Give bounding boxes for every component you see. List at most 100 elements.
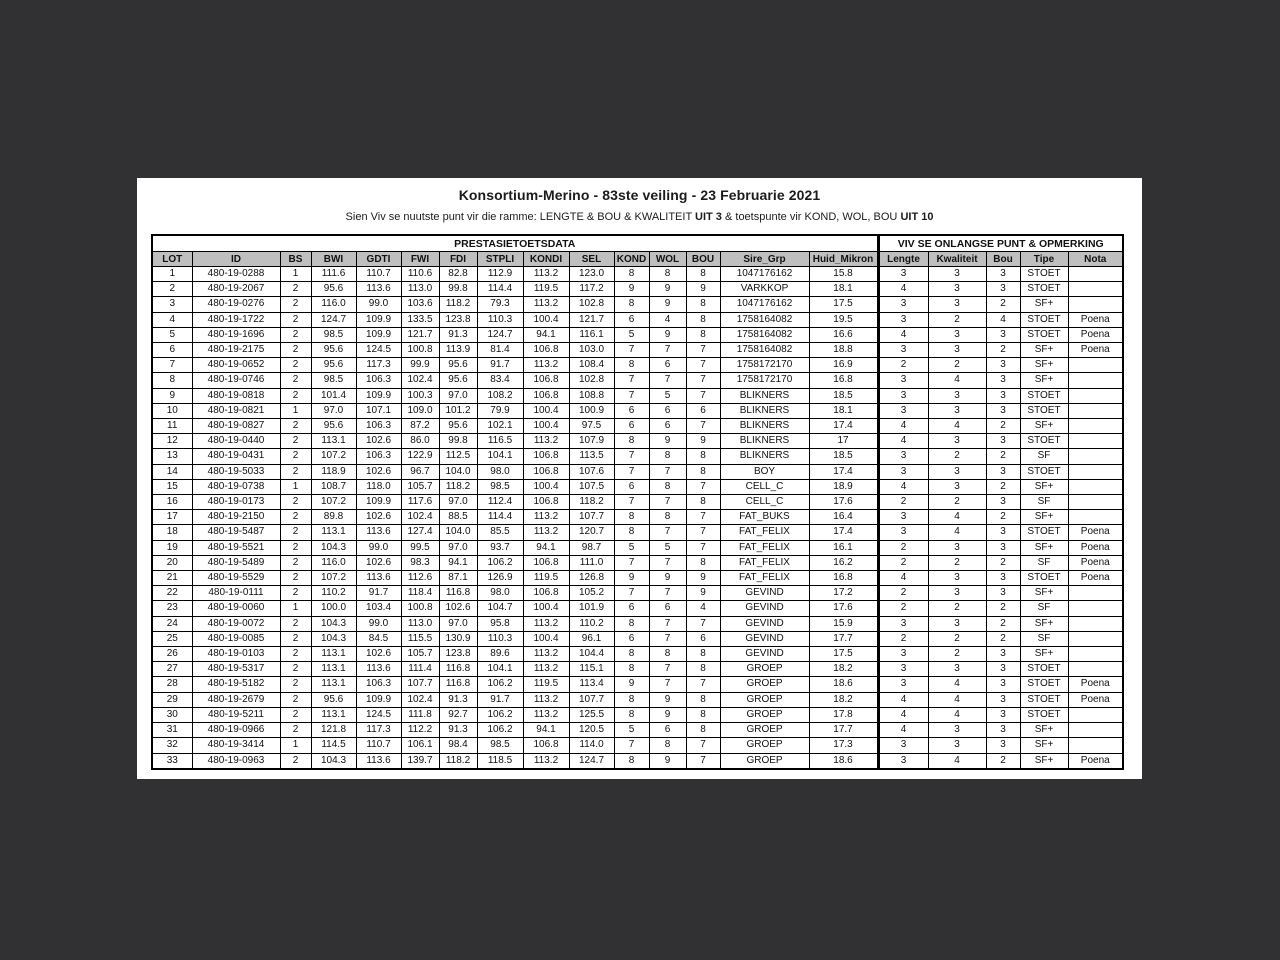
table-cell: 104.1 — [476, 661, 524, 678]
table-cell: 33 — [151, 752, 193, 770]
table-cell: 1 — [279, 478, 312, 496]
table-cell: 9 — [151, 387, 193, 404]
table-cell: 104.3 — [310, 539, 357, 556]
table-row: 10 480-19-0821 1 97.0 107.1 109.0 101.2 79.9 100… — [151, 402, 1124, 420]
table-cell: 106.8 — [522, 372, 570, 389]
table-cell: 7 — [648, 554, 687, 572]
table-cell: BLIKNERS — [719, 402, 810, 420]
table-cell: 2 — [985, 600, 1021, 617]
table-row: 15 480-19-0738 1 108.7 118.0 105.7 118.2 98.5 10… — [151, 478, 1124, 496]
table-cell: 27 — [151, 661, 193, 678]
table-cell: 4 — [648, 311, 687, 328]
table-cell: 98.7 — [568, 539, 615, 556]
table-cell: BLIKNERS — [719, 433, 810, 450]
table-cell: 8 — [685, 646, 721, 663]
table-cell: 106.3 — [355, 676, 402, 693]
table-cell: 96.1 — [568, 630, 615, 648]
table-cell: 102.8 — [568, 372, 615, 389]
table-cell: 102.6 — [355, 463, 402, 480]
table-cell: 3 — [985, 737, 1021, 754]
table-cell: 3 — [985, 539, 1021, 556]
table-cell: 116.0 — [310, 554, 357, 572]
table-cell: 2 — [985, 418, 1021, 435]
table-cell: 480-19-5489 — [191, 554, 281, 572]
table-cell: 6 — [648, 722, 687, 739]
table-cell: 2 — [279, 722, 312, 739]
table-cell: Poena — [1067, 752, 1124, 770]
table-cell: 2 — [876, 600, 929, 617]
table-cell: 104.3 — [310, 630, 357, 648]
table-cell: 480-19-0173 — [191, 494, 281, 511]
table-cell: 16.8 — [808, 570, 879, 587]
subtitle-text: & toetspunte vir KOND, WOL, BOU — [721, 211, 901, 223]
table-row: 11 480-19-0827 2 95.6 106.3 87.2 95.6 102.1 100.… — [151, 418, 1124, 435]
table-cell: 480-19-0738 — [191, 478, 281, 496]
table-row: 3 480-19-0276 2 116.0 99.0 103.6 118.2 79.3 113.… — [151, 296, 1124, 313]
table-cell: 3 — [876, 737, 929, 754]
table-cell — [1067, 433, 1124, 450]
table-cell: 121.7 — [400, 326, 440, 344]
table-cell: 480-19-0085 — [191, 630, 281, 648]
table-cell: 480-19-0966 — [191, 722, 281, 739]
table-cell: 102.6 — [355, 509, 402, 526]
table-cell: 100.9 — [568, 402, 615, 420]
table-cell: 3 — [927, 661, 987, 678]
table-cell: 5 — [151, 326, 193, 344]
table-cell: 107.6 — [568, 463, 615, 480]
table-row: 30 480-19-5211 2 113.1 124.5 111.8 92.7 106.2 11… — [151, 706, 1124, 724]
table-cell: 113.9 — [438, 342, 478, 359]
table-cell: 2 — [927, 646, 987, 663]
table-cell: 100.4 — [522, 630, 570, 648]
table-cell: 7 — [685, 418, 721, 435]
table-cell: 7 — [613, 342, 650, 359]
table-cell: 91.7 — [476, 357, 524, 374]
table-cell: 112.5 — [438, 448, 478, 465]
table-cell: 4 — [876, 706, 929, 724]
table-cell: 2 — [279, 676, 312, 693]
table-cell: 2 — [985, 509, 1021, 526]
table-cell: 3 — [985, 585, 1021, 602]
table-cell: 3 — [927, 539, 987, 556]
table-cell: Poena — [1067, 326, 1124, 344]
table-cell: 2 — [279, 463, 312, 480]
table-cell: 113.6 — [355, 570, 402, 587]
table-cell: 18.2 — [808, 691, 879, 708]
table-cell: 121.8 — [310, 722, 357, 739]
table-cell: 122.9 — [400, 448, 440, 465]
group-header: VIV SE ONLANGSE PUNT & OPMERKING — [876, 234, 1124, 252]
table-cell: 480-19-2679 — [191, 691, 281, 708]
table-cell: 2 — [279, 752, 312, 770]
table-cell: 31 — [151, 722, 193, 739]
table-cell: 100.0 — [310, 600, 357, 617]
table-cell: 3 — [876, 342, 929, 359]
table-cell: 7 — [648, 342, 687, 359]
table-cell: 15.9 — [808, 615, 879, 632]
table-cell: 9 — [648, 326, 687, 344]
table-cell: 16.8 — [808, 372, 879, 389]
table-cell: 106.3 — [355, 372, 402, 389]
table-cell: 480-19-2150 — [191, 509, 281, 526]
table-cell: SF+ — [1019, 372, 1069, 389]
subtitle-bold-uit3: UIT 3 — [695, 211, 722, 223]
table-cell: STOET — [1019, 706, 1069, 724]
table-cell: 126.8 — [568, 570, 615, 587]
table-cell: STOET — [1019, 524, 1069, 541]
table-cell: 1758164082 — [719, 342, 810, 359]
table-cell: 107.2 — [310, 570, 357, 587]
table-cell: 99.0 — [355, 539, 402, 556]
table-cell: 480-19-1696 — [191, 326, 281, 344]
table-cell: 97.5 — [568, 418, 615, 435]
table-cell: 13 — [151, 448, 193, 465]
table-cell: 2 — [279, 630, 312, 648]
table-cell: GROEP — [719, 676, 810, 693]
table-cell: 3 — [876, 311, 929, 328]
table-cell: 480-19-5487 — [191, 524, 281, 541]
table-cell: 95.6 — [438, 418, 478, 435]
table-cell: 3 — [985, 281, 1021, 298]
table-cell: 89.6 — [476, 646, 524, 663]
table-cell: 113.2 — [522, 752, 570, 770]
table-cell: FAT_FELIX — [719, 539, 810, 556]
table-cell: 97.0 — [438, 539, 478, 556]
table-cell: 17.2 — [808, 585, 879, 602]
table-cell: 109.9 — [355, 387, 402, 404]
